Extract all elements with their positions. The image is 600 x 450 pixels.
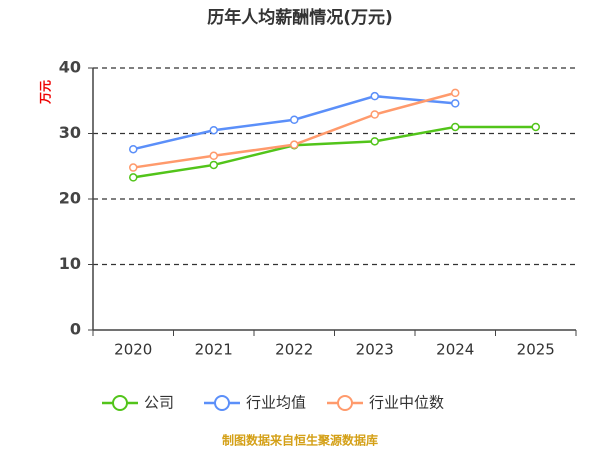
legend-marker <box>214 395 230 411</box>
point <box>451 122 460 132</box>
point <box>370 91 379 101</box>
point <box>370 137 379 146</box>
point <box>370 110 379 119</box>
point <box>209 160 218 170</box>
point <box>129 163 138 172</box>
y-tick-label: 10 <box>59 254 81 273</box>
x-tick-label: 2022 <box>275 341 313 359</box>
y-tick-label: 0 <box>70 320 81 339</box>
x-tick-label: 2020 <box>114 341 152 359</box>
chart-title: 历年人均薪酬情况(万元) <box>207 7 393 28</box>
series-line <box>133 125 536 179</box>
legend-label: 公司 <box>144 394 174 412</box>
y-axis-label: 万元 <box>39 80 53 105</box>
point <box>129 144 138 154</box>
point <box>209 125 218 135</box>
point <box>129 173 138 182</box>
y-tick-label: 30 <box>59 123 81 142</box>
point <box>290 140 299 149</box>
point <box>209 151 218 161</box>
series-line <box>133 91 456 169</box>
x-tick-label: 2025 <box>517 341 555 359</box>
x-tick-label: 2021 <box>195 341 233 359</box>
point <box>290 115 299 124</box>
y-tick-label: 20 <box>59 189 81 208</box>
legend-label: 行业均值 <box>246 394 306 412</box>
y-tick-label: 40 <box>59 58 81 77</box>
legend-label: 行业中位数 <box>369 394 444 412</box>
point <box>531 122 540 132</box>
legend-marker <box>112 395 128 411</box>
x-tick-label: 2023 <box>356 341 394 359</box>
point <box>451 88 460 98</box>
x-tick-label: 2024 <box>436 341 474 359</box>
legend-marker <box>337 395 353 411</box>
point <box>451 99 460 108</box>
footer: 制图数据来自恒生聚源数据库 <box>222 433 378 448</box>
